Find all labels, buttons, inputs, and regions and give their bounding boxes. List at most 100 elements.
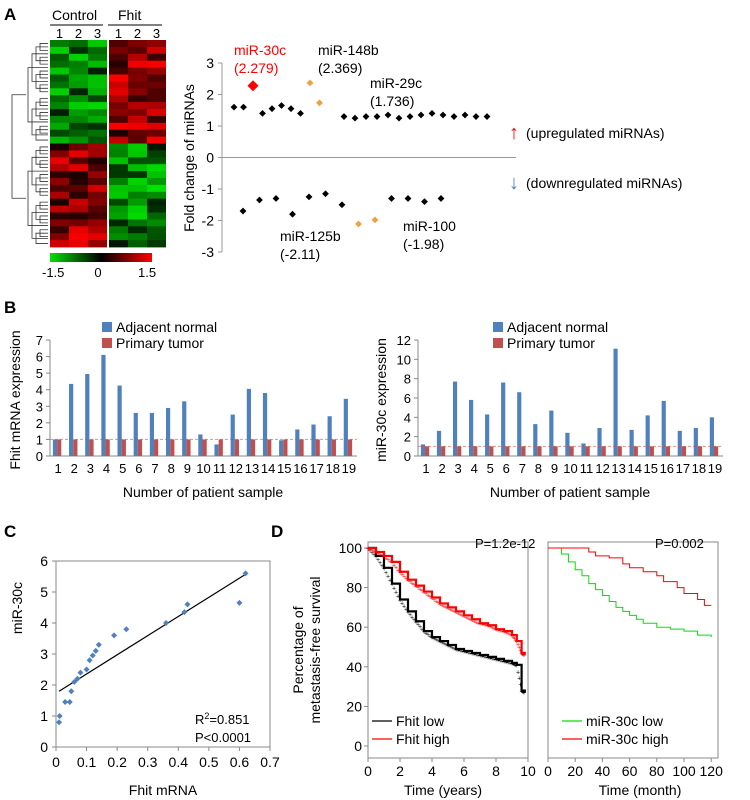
heatmap-cell bbox=[128, 143, 147, 151]
censor-mark: + bbox=[404, 576, 408, 583]
heatmap-cell bbox=[109, 115, 128, 124]
legend-adjacent-normal: Adjacent normal bbox=[507, 319, 608, 335]
heatmap-cell bbox=[109, 46, 128, 55]
y-tick-label: 5 bbox=[40, 584, 48, 600]
censor-mark: + bbox=[406, 578, 410, 585]
heatmap-cell bbox=[128, 40, 147, 48]
bar-primary-tumor bbox=[505, 446, 510, 456]
heatmap-cell bbox=[109, 198, 128, 206]
data-point bbox=[373, 113, 381, 120]
heatmap-cell bbox=[109, 95, 128, 103]
censor-mark: + bbox=[402, 574, 406, 581]
heatmap-cell bbox=[109, 143, 128, 151]
censor-mark: + bbox=[498, 658, 502, 665]
legend-adjacent-normal: Adjacent normal bbox=[116, 319, 217, 335]
censor-mark: + bbox=[384, 555, 388, 562]
legend-fhit-low: Fhit low bbox=[396, 713, 445, 729]
censor-mark: + bbox=[366, 546, 370, 553]
x-tick-label: 17 bbox=[676, 461, 690, 476]
bar-adjacent-normal bbox=[198, 434, 203, 456]
heatmap-cell bbox=[147, 60, 166, 68]
x-tick-label: 18 bbox=[326, 461, 340, 476]
heatmap-cell bbox=[128, 81, 147, 89]
y-tick-label: 1 bbox=[40, 708, 48, 724]
censor-mark: + bbox=[434, 598, 438, 605]
heatmap-cell bbox=[69, 115, 88, 124]
censor-mark: + bbox=[522, 652, 526, 659]
bar-adjacent-normal bbox=[311, 424, 316, 456]
censor-mark: + bbox=[520, 689, 524, 696]
bar-adjacent-normal bbox=[436, 430, 442, 456]
annotation-value: (2.369) bbox=[318, 60, 362, 76]
censor-mark: + bbox=[520, 651, 524, 658]
heatmap-cell bbox=[50, 157, 69, 165]
censor-mark: + bbox=[446, 643, 450, 650]
legend-swatch-primary-tumor bbox=[493, 338, 503, 348]
data-point bbox=[236, 599, 243, 606]
heatmap-cell bbox=[88, 212, 107, 220]
heatmap-cell bbox=[128, 226, 147, 234]
survival-curve bbox=[368, 546, 526, 655]
censor-mark: + bbox=[504, 630, 508, 637]
heatmap-cell bbox=[109, 81, 128, 89]
censor-mark: + bbox=[440, 640, 444, 647]
bar-primary-tumor bbox=[137, 439, 143, 456]
bar-primary-tumor bbox=[521, 446, 526, 456]
heatmap-cell bbox=[88, 46, 107, 55]
x-tick-label: 4 bbox=[428, 763, 436, 779]
heatmap-cell bbox=[147, 143, 166, 151]
censor-mark: + bbox=[510, 633, 514, 640]
censor-mark: + bbox=[384, 570, 388, 577]
censor-mark: + bbox=[494, 657, 498, 664]
heatmap-cell bbox=[50, 212, 69, 220]
heatmap-cells bbox=[50, 40, 166, 248]
censor-mark: + bbox=[404, 606, 408, 613]
heatmap-column-label: 3 bbox=[94, 26, 101, 41]
d-right-xlabel: Time (month) bbox=[599, 782, 682, 798]
x-tick-label: 6 bbox=[135, 461, 142, 476]
censor-mark: + bbox=[517, 645, 521, 652]
censor-mark: + bbox=[376, 551, 380, 558]
legend-fhit-high: Fhit high bbox=[396, 731, 450, 747]
data-point bbox=[111, 632, 118, 639]
bar-primary-tumor bbox=[425, 446, 430, 456]
data-point bbox=[289, 210, 296, 218]
dendrogram-branch bbox=[27, 67, 48, 123]
censor-mark: + bbox=[372, 552, 376, 559]
bar-primary-tumor bbox=[665, 446, 670, 456]
heatmap-cell bbox=[147, 40, 166, 48]
censor-mark: + bbox=[448, 644, 452, 651]
censor-mark: + bbox=[464, 649, 468, 656]
y-tick-label: 20 bbox=[346, 698, 362, 714]
heatmap-cell bbox=[128, 150, 147, 158]
censor-mark: + bbox=[456, 610, 460, 617]
heatmap-cell bbox=[50, 109, 69, 117]
censor-mark: + bbox=[412, 582, 416, 589]
censor-mark: + bbox=[424, 631, 428, 638]
y-tick-label: 6 bbox=[36, 350, 43, 365]
annotation-value: (2.279) bbox=[234, 60, 278, 76]
bar-primary-tumor bbox=[267, 439, 272, 456]
censor-mark: + bbox=[478, 621, 482, 628]
heatmap-cell bbox=[50, 46, 69, 55]
heatmap-cell bbox=[88, 226, 107, 234]
data-point bbox=[338, 201, 346, 209]
censor-mark: + bbox=[392, 562, 396, 569]
censor-mark: + bbox=[520, 689, 524, 696]
censor-mark: + bbox=[506, 660, 510, 667]
censor-mark: + bbox=[508, 632, 512, 639]
bar-primary-tumor bbox=[569, 446, 574, 456]
censor-mark: + bbox=[468, 616, 472, 623]
x-tick-label: 2 bbox=[396, 763, 404, 779]
x-tick-label: 19 bbox=[708, 461, 722, 476]
bar-adjacent-normal bbox=[565, 432, 570, 456]
heatmap-cell bbox=[128, 198, 147, 206]
heatmap-cell bbox=[69, 240, 88, 248]
bar-adjacent-normal bbox=[677, 430, 682, 456]
y-tick-label: 0 bbox=[206, 150, 214, 166]
x-tick-label: 4 bbox=[471, 461, 478, 476]
censor-mark: + bbox=[408, 579, 412, 586]
bar-adjacent-normal bbox=[117, 385, 122, 456]
x-tick-label: 7 bbox=[151, 461, 158, 476]
